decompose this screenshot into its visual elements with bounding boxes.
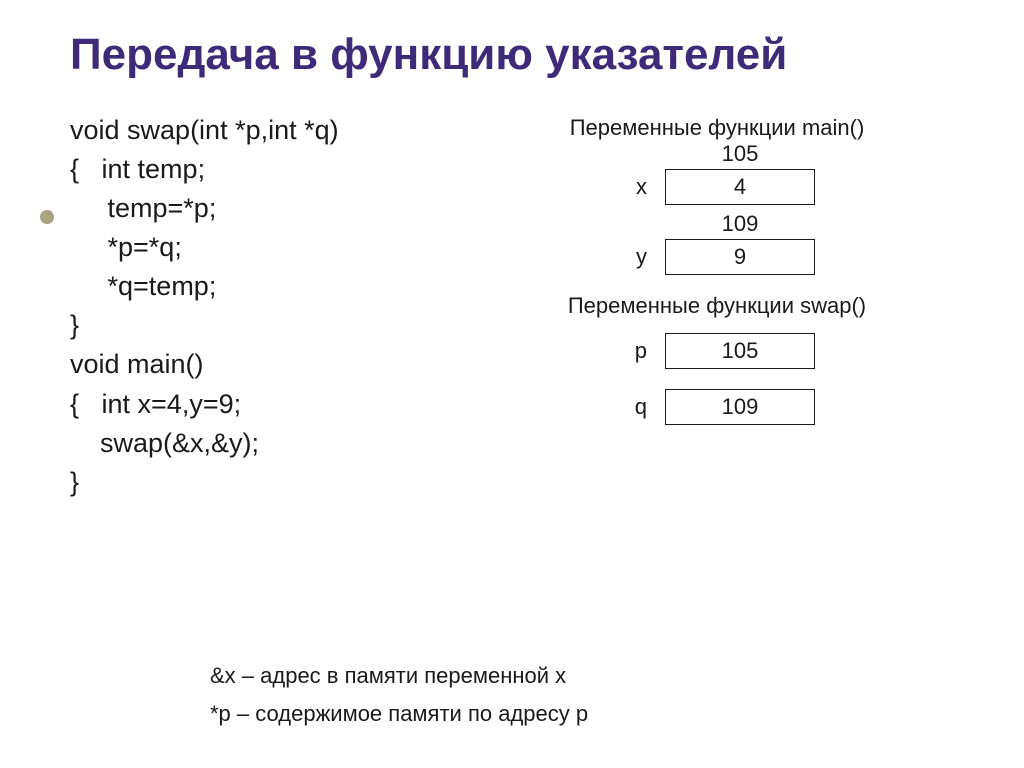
diagram-block: Переменные функции main() 105 x 4 109 y …	[430, 111, 964, 502]
addr-x-wrap: 105	[516, 141, 964, 167]
main-vars: Переменные функции main() 105 x 4 109 y …	[470, 115, 964, 275]
var-name-x: x	[619, 174, 647, 200]
var-row-y: y 9	[470, 239, 964, 275]
footnote-line: &x – адрес в памяти переменной x	[210, 657, 588, 694]
content-area: void swap(int *p,int *q) { int temp; tem…	[70, 111, 964, 502]
code-block: void swap(int *p,int *q) { int temp; tem…	[70, 111, 430, 502]
code-line: temp=*p;	[70, 189, 430, 228]
code-line: }	[70, 463, 430, 502]
code-line: void main()	[70, 345, 430, 384]
code-line: { int x=4,y=9;	[70, 385, 430, 424]
var-row-x: x 4	[470, 169, 964, 205]
var-box-q: 109	[665, 389, 815, 425]
var-row-q: q 109	[470, 389, 964, 425]
bullet-marker	[40, 210, 54, 224]
swap-vars: Переменные функции swap() p 105 q 109	[470, 293, 964, 425]
footnotes: &x – адрес в памяти переменной x *p – со…	[210, 657, 588, 732]
addr-y-wrap: 109	[516, 211, 964, 237]
swap-caption: Переменные функции swap()	[470, 293, 964, 319]
addr-label-y: 109	[516, 211, 964, 237]
code-line: *p=*q;	[70, 228, 430, 267]
var-box-p: 105	[665, 333, 815, 369]
main-caption: Переменные функции main()	[470, 115, 964, 141]
code-line: void swap(int *p,int *q)	[70, 111, 430, 150]
var-name-y: y	[619, 244, 647, 270]
var-box-y: 9	[665, 239, 815, 275]
code-line: }	[70, 306, 430, 345]
var-row-p: p 105	[470, 333, 964, 369]
var-box-x: 4	[665, 169, 815, 205]
code-line: *q=temp;	[70, 267, 430, 306]
code-line: swap(&x,&y);	[70, 424, 430, 463]
var-name-p: p	[619, 338, 647, 364]
var-name-q: q	[619, 394, 647, 420]
addr-label-x: 105	[516, 141, 964, 167]
footnote-line: *p – содержимое памяти по адресу p	[210, 695, 588, 732]
slide-container: Передача в функцию указателей void swap(…	[0, 0, 1024, 768]
code-line: { int temp;	[70, 150, 430, 189]
slide-title: Передача в функцию указателей	[70, 30, 964, 81]
